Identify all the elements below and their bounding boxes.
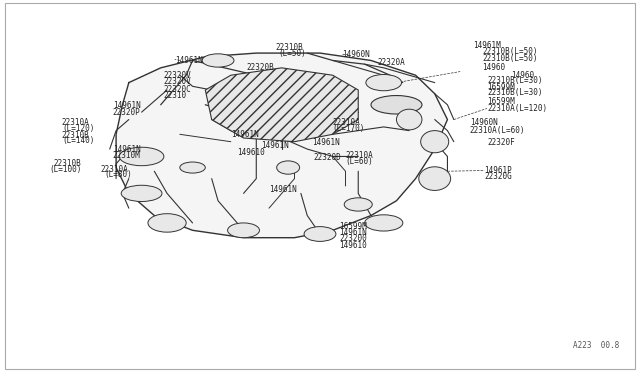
Text: 22310A: 22310A <box>62 118 90 127</box>
Text: 14961N: 14961N <box>113 101 141 110</box>
Ellipse shape <box>371 96 422 114</box>
Text: 22310A: 22310A <box>346 151 373 160</box>
Ellipse shape <box>365 215 403 231</box>
Text: (L=60): (L=60) <box>346 157 373 166</box>
Text: A223  00.8: A223 00.8 <box>573 341 620 350</box>
Text: 22310B(L=30): 22310B(L=30) <box>487 89 543 97</box>
Text: 14960N: 14960N <box>470 118 497 127</box>
Ellipse shape <box>180 162 205 173</box>
Text: 14961N: 14961N <box>231 130 259 139</box>
Text: 22320G: 22320G <box>484 171 512 180</box>
Ellipse shape <box>119 147 164 166</box>
Text: 22310M: 22310M <box>113 151 141 160</box>
Text: 22310A: 22310A <box>100 165 128 174</box>
Text: 223200: 223200 <box>339 234 367 243</box>
Ellipse shape <box>396 109 422 130</box>
Text: 16599M: 16599M <box>487 83 515 92</box>
Text: 22320A: 22320A <box>378 58 405 67</box>
Ellipse shape <box>419 167 451 190</box>
Text: 22310A: 22310A <box>333 118 360 127</box>
Text: (L=140): (L=140) <box>62 137 94 145</box>
Text: (L=120): (L=120) <box>62 124 94 132</box>
Text: 22310B: 22310B <box>62 131 90 140</box>
Text: 149610: 149610 <box>339 241 367 250</box>
Text: 14961N: 14961N <box>312 138 340 147</box>
Text: 22310B: 22310B <box>54 159 81 169</box>
Polygon shape <box>205 68 358 142</box>
Ellipse shape <box>121 185 162 202</box>
Ellipse shape <box>202 54 234 67</box>
Text: 22310B(L=50): 22310B(L=50) <box>483 47 538 56</box>
Text: 16599M: 16599M <box>339 222 367 231</box>
Text: 22310: 22310 <box>164 91 187 100</box>
Text: 14961N: 14961N <box>339 228 367 237</box>
Ellipse shape <box>276 161 300 174</box>
Text: 22310B: 22310B <box>275 43 303 52</box>
Ellipse shape <box>304 227 336 241</box>
Ellipse shape <box>344 198 372 211</box>
Text: 22310B(L=50): 22310B(L=50) <box>483 54 538 63</box>
Text: 14961N: 14961N <box>175 56 202 65</box>
Text: 22320F: 22320F <box>487 138 515 147</box>
Text: 16599M: 16599M <box>487 97 515 106</box>
Text: 22310B(L=30): 22310B(L=30) <box>487 76 543 84</box>
Text: 14960: 14960 <box>483 62 506 72</box>
Text: 14961N: 14961N <box>113 145 141 154</box>
Ellipse shape <box>366 74 401 91</box>
Text: 22320V: 22320V <box>164 77 191 86</box>
Text: 22320V: 22320V <box>164 71 191 80</box>
Ellipse shape <box>420 131 449 153</box>
Text: 22310A(L=120): 22310A(L=120) <box>487 104 547 113</box>
Text: 22320D: 22320D <box>314 153 341 162</box>
Text: (L=100): (L=100) <box>49 165 81 174</box>
Ellipse shape <box>228 223 259 238</box>
Text: 22320C: 22320C <box>164 85 191 94</box>
Text: 14961N: 14961N <box>269 185 297 194</box>
Text: (L=80): (L=80) <box>104 170 132 179</box>
Text: 22320B: 22320B <box>246 62 275 72</box>
Text: 14961M: 14961M <box>473 41 500 50</box>
Text: 14961N: 14961N <box>261 141 289 150</box>
Text: (L=50): (L=50) <box>278 49 307 58</box>
Polygon shape <box>116 53 447 238</box>
Text: 14960N: 14960N <box>342 51 370 60</box>
Text: 149610: 149610 <box>237 148 265 157</box>
Ellipse shape <box>148 214 186 232</box>
Text: (L=170): (L=170) <box>333 124 365 132</box>
Text: 14961P: 14961P <box>484 166 512 175</box>
Text: 14960: 14960 <box>511 71 534 80</box>
Text: 22310A(L=60): 22310A(L=60) <box>470 126 525 135</box>
Text: 22320P: 22320P <box>113 108 141 117</box>
